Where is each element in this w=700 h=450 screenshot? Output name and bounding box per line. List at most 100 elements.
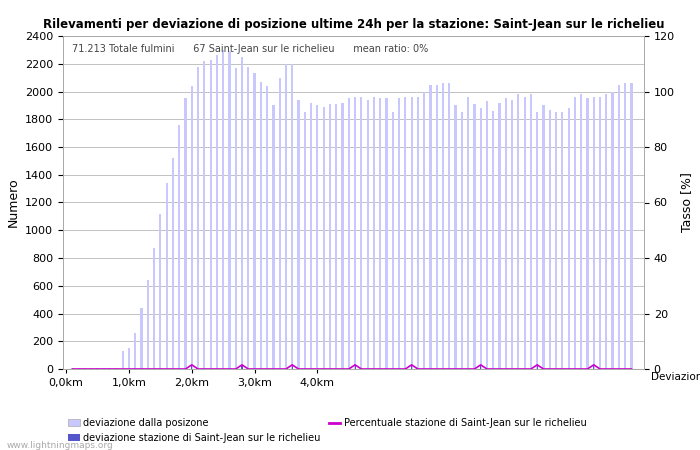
Bar	[537, 365, 538, 369]
Bar	[461, 112, 463, 369]
Bar	[624, 83, 626, 369]
Bar	[241, 365, 243, 369]
Bar	[279, 77, 281, 369]
Bar	[486, 101, 488, 369]
Bar	[323, 107, 325, 369]
Bar	[467, 97, 469, 369]
Bar	[329, 104, 331, 369]
Legend: deviazione dalla posizone, deviazione stazione di Saint-Jean sur le richelieu, P: deviazione dalla posizone, deviazione st…	[68, 418, 587, 443]
Bar	[373, 97, 375, 369]
Bar	[593, 97, 595, 369]
Y-axis label: Tasso [%]: Tasso [%]	[680, 172, 694, 233]
Bar	[348, 99, 350, 369]
Bar	[587, 99, 589, 369]
Bar	[354, 365, 356, 369]
Text: 71.213 Totale fulmini      67 Saint-Jean sur le richelieu      mean ratio: 0%: 71.213 Totale fulmini 67 Saint-Jean sur …	[71, 44, 428, 54]
Bar	[386, 99, 388, 369]
Bar	[191, 365, 193, 369]
Bar	[530, 94, 532, 369]
Bar	[606, 94, 608, 369]
Bar	[298, 100, 300, 369]
Bar	[78, 368, 80, 369]
Title: Rilevamenti per deviazione di posizione ultime 24h per la stazione: Saint-Jean s: Rilevamenti per deviazione di posizione …	[43, 18, 664, 31]
Bar	[197, 67, 199, 369]
Bar	[128, 348, 130, 369]
Bar	[247, 67, 249, 369]
Bar	[416, 97, 419, 369]
Bar	[160, 214, 162, 369]
Bar	[599, 97, 601, 369]
Bar	[360, 97, 363, 369]
Bar	[454, 105, 456, 369]
Bar	[536, 112, 538, 369]
Bar	[285, 64, 287, 369]
Bar	[367, 100, 369, 369]
Bar	[292, 365, 293, 369]
Bar	[147, 280, 149, 369]
Bar	[524, 97, 526, 369]
Bar	[505, 99, 507, 369]
Bar	[260, 82, 262, 369]
Bar	[184, 99, 187, 369]
Text: www.lightningmaps.org: www.lightningmaps.org	[7, 441, 113, 450]
Bar	[109, 368, 111, 369]
Bar	[492, 111, 494, 369]
Bar	[404, 97, 407, 369]
Bar	[310, 103, 312, 369]
Bar	[178, 125, 181, 369]
Bar	[480, 108, 482, 369]
Bar	[316, 105, 319, 369]
Bar	[354, 97, 356, 369]
Bar	[122, 351, 124, 369]
Bar	[480, 365, 481, 369]
Bar	[555, 112, 557, 369]
Bar	[71, 368, 74, 369]
Bar	[411, 365, 412, 369]
Y-axis label: Numero: Numero	[6, 178, 20, 227]
Bar	[190, 86, 193, 369]
Bar	[574, 97, 576, 369]
Bar	[549, 109, 551, 369]
Bar	[84, 368, 86, 369]
Bar	[266, 86, 268, 369]
Bar	[272, 105, 274, 369]
Bar	[612, 91, 614, 369]
Bar	[379, 99, 382, 369]
Bar	[517, 94, 519, 369]
Bar	[542, 105, 545, 369]
Bar	[228, 51, 230, 369]
Bar	[241, 57, 243, 369]
Bar	[561, 112, 564, 369]
Bar	[618, 85, 620, 369]
Bar	[103, 368, 105, 369]
Text: Deviazioni: Deviazioni	[651, 372, 700, 382]
Bar	[234, 68, 237, 369]
Bar	[392, 112, 394, 369]
Bar	[172, 158, 174, 369]
Bar	[511, 100, 513, 369]
Bar	[141, 308, 143, 369]
Bar	[568, 108, 570, 369]
Bar	[165, 183, 168, 369]
Bar	[304, 112, 306, 369]
Bar	[593, 365, 594, 369]
Bar	[435, 85, 438, 369]
Bar	[222, 50, 224, 369]
Bar	[203, 61, 205, 369]
Bar	[90, 368, 92, 369]
Bar	[253, 73, 256, 369]
Bar	[291, 64, 293, 369]
Bar	[116, 368, 118, 369]
Bar	[630, 83, 633, 369]
Bar	[134, 333, 136, 369]
Bar	[442, 83, 444, 369]
Bar	[448, 83, 450, 369]
Bar	[473, 104, 475, 369]
Bar	[410, 97, 413, 369]
Bar	[498, 103, 500, 369]
Bar	[153, 248, 155, 369]
Bar	[209, 59, 211, 369]
Bar	[97, 368, 99, 369]
Bar	[342, 103, 344, 369]
Bar	[429, 85, 431, 369]
